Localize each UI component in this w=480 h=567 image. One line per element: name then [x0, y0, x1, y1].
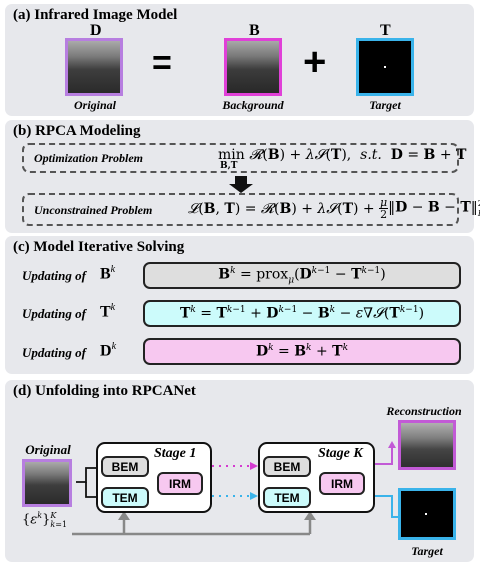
panel-b-title: (b) RPCA Modeling — [13, 123, 141, 139]
caption-original: Original — [73, 98, 116, 112]
stage-1-bem: BEM — [101, 456, 149, 477]
reconstruction-label: Reconstruction — [386, 404, 462, 418]
symbol-b: Bk — [100, 264, 116, 283]
updating-label-d: Updating of — [22, 345, 86, 360]
panel-c-title: (c) Model Iterative Solving — [13, 239, 185, 255]
stage-1-irm: IRM — [157, 472, 203, 495]
stage-1-label: Stage 1 — [154, 446, 197, 461]
caption-target: Target — [369, 98, 401, 112]
epsilon-set-label: {εk}Kk=1 — [22, 511, 68, 529]
target-dot — [384, 66, 386, 68]
unconstrained-problem-box — [22, 193, 459, 226]
letter-t: T — [380, 22, 391, 39]
unconstrained-problem-label: Unconstrained Problem — [34, 203, 153, 217]
updating-label-b: Updating of — [22, 268, 86, 283]
original-input-label: Original — [25, 442, 71, 457]
symbol-d: Dk — [100, 341, 117, 360]
update-b-box: Bk = proxμ(Dk−1 − Tk−1) — [143, 262, 461, 289]
target-output-label: Target — [411, 544, 443, 558]
unconstrained-equation: 𝓛(B, T) = 𝓡(B) + λ𝓢(T) + μ2 ‖D − B − T‖2… — [188, 196, 480, 221]
stage-k-label: Stage K — [318, 446, 363, 461]
update-d-box: Dk = Bk + Tk — [143, 338, 461, 365]
update-t-box: Tk = Tk−1 + Dk−1 − Bk − ε∇𝓢(Tk−1) — [143, 300, 461, 327]
background-image — [224, 38, 282, 96]
caption-background: Background — [222, 98, 284, 112]
stage-k-tem: TEM — [263, 487, 311, 508]
original-image — [65, 38, 123, 96]
letter-d: D — [90, 22, 102, 39]
optimization-problem-box — [22, 143, 459, 173]
plus-sign: + — [303, 40, 327, 84]
stage-1-tem: TEM — [101, 487, 149, 508]
symbol-t: Tk — [100, 302, 116, 321]
original-input-image — [22, 459, 72, 507]
reconstruction-image — [398, 420, 456, 470]
target-image — [356, 38, 414, 96]
panel-unfolding-rpcanet: (d) Unfolding into RPCANet — [5, 380, 474, 562]
target-output-dot — [425, 513, 427, 515]
stage-k-irm: IRM — [319, 472, 365, 495]
letter-b: B — [249, 22, 260, 39]
optimization-equation: min B,T 𝓡(B) + λ𝓢(T), s.t. D = B + T — [218, 147, 467, 171]
panel-d-title: (d) Unfolding into RPCANet — [13, 383, 196, 399]
optimization-problem-label: Optimization Problem — [34, 151, 144, 165]
updating-label-t: Updating of — [22, 306, 86, 321]
equals-sign: = — [152, 44, 172, 82]
panel-a-title: (a) Infrared Image Model — [13, 7, 178, 23]
stage-k-bem: BEM — [263, 456, 311, 477]
target-output-image — [398, 488, 456, 540]
